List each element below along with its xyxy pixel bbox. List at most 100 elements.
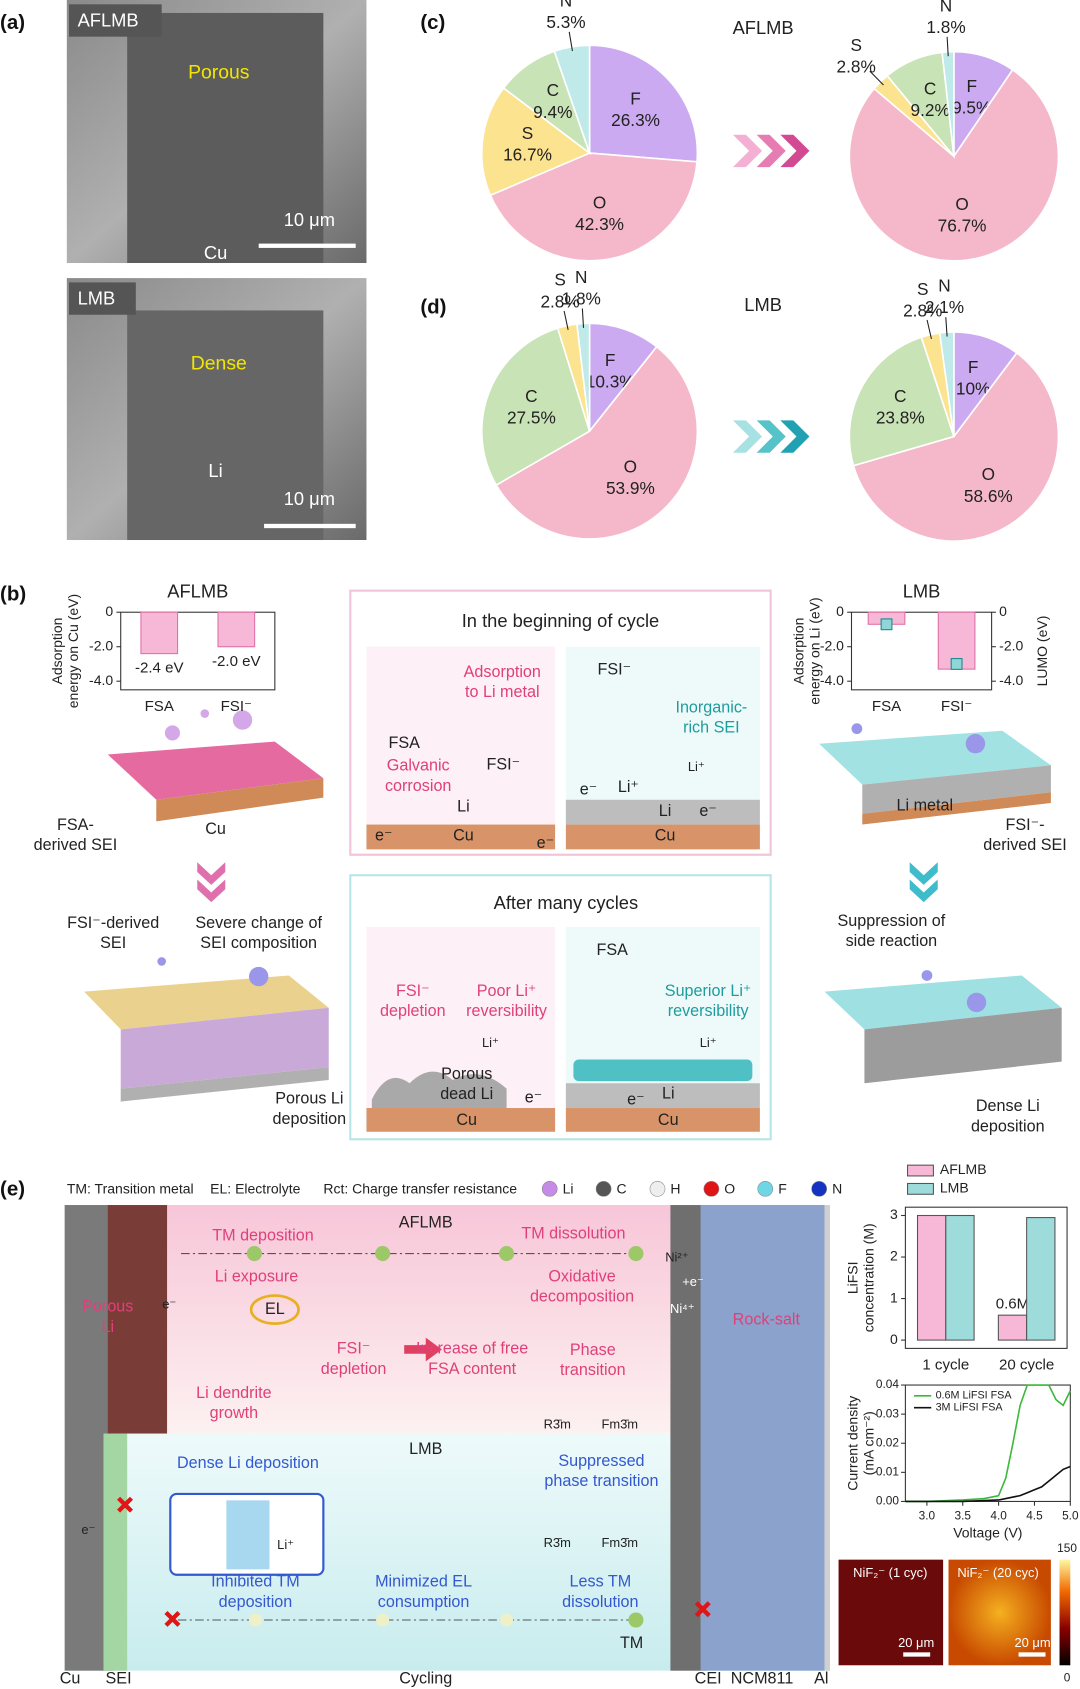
slice-label: 10%	[956, 378, 991, 398]
value-label: 0.6M	[996, 1295, 1030, 1312]
label: Li⁺	[482, 1035, 499, 1050]
label: Dense	[191, 352, 247, 374]
slice-name: O	[624, 456, 637, 476]
label: to Li metal	[465, 683, 540, 701]
legend-swatch	[907, 1164, 934, 1177]
label: Ni⁴⁺	[670, 1301, 695, 1316]
label: LMB	[78, 287, 116, 308]
slice-name: N	[560, 0, 572, 11]
slice-name: C	[924, 78, 936, 98]
plot-frame	[904, 1206, 1068, 1349]
atom-swatch	[649, 1181, 666, 1197]
x-tick-label: 4.5	[1026, 1509, 1043, 1523]
slice-label: 53.9%	[606, 478, 655, 498]
panel-b-illustrations	[84, 589, 1062, 1141]
x-tick-label: FSA	[145, 698, 175, 715]
label: FSI⁻	[337, 1340, 371, 1358]
label: Li⁺	[277, 1537, 294, 1552]
label: Inorganic-	[675, 698, 747, 716]
label: Adsorption	[464, 663, 541, 681]
slice-name: O	[982, 464, 995, 484]
label: Poor Li⁺	[477, 982, 537, 1000]
legend-label: 3M LiFSI FSA	[936, 1402, 1004, 1414]
x-tick-label: FSA	[872, 698, 902, 715]
chart-title: LMB	[903, 581, 941, 602]
leader-line	[869, 70, 884, 86]
label: FSA content	[428, 1360, 517, 1378]
slice-label: 2.8%	[903, 300, 942, 320]
pie-slice	[489, 152, 698, 262]
leader-line	[581, 308, 585, 328]
label: Fm3̄m	[601, 1416, 638, 1431]
y-tick-label: -2.0	[89, 637, 113, 653]
x-tick-label: 4.0	[990, 1509, 1007, 1523]
label: LMB	[744, 294, 782, 315]
axis-label: energy on Li (eV)	[807, 597, 823, 704]
label: e⁻	[580, 780, 598, 798]
x-tick-label: 20 cycle	[999, 1357, 1054, 1374]
slice-label: 76.7%	[938, 216, 987, 236]
label: FSI⁻	[396, 982, 430, 1000]
y2-tick-label: 0	[999, 603, 1007, 619]
slice-label: 16.7%	[503, 145, 552, 165]
axis-label: energy on Cu (eV)	[65, 594, 81, 708]
sem-images	[66, 0, 367, 541]
atom-swatch	[541, 1181, 558, 1197]
pie-slice	[481, 86, 592, 197]
label: Superior Li⁺	[665, 982, 752, 1000]
label: derived SEI	[983, 836, 1067, 854]
label: R3̄m	[544, 1416, 571, 1431]
label: Li	[208, 460, 222, 481]
data-line	[905, 1384, 1072, 1503]
label: deposition	[273, 1110, 347, 1128]
axis-label: Adsorption	[49, 618, 65, 685]
label: Cu	[655, 827, 676, 845]
slice-label: 23.8%	[876, 408, 925, 428]
label: FSA	[388, 734, 420, 752]
label: Porous	[441, 1065, 492, 1083]
slice-label: 1.8%	[926, 17, 965, 37]
y-tick-label: 0.03	[876, 1406, 899, 1420]
label: 10 μm	[284, 488, 335, 509]
plot-frame	[120, 611, 276, 691]
y-tick-label: 0.02	[876, 1435, 899, 1449]
axis-label: Current density	[844, 1396, 860, 1491]
label: Ni²⁺	[665, 1249, 688, 1264]
atom-label: C	[617, 1181, 627, 1197]
axis-label: LUMO (eV)	[1034, 616, 1050, 687]
legend-swatch	[907, 1182, 934, 1195]
atom-label: F	[778, 1181, 787, 1197]
label: e⁻	[81, 1522, 95, 1537]
label: depletion	[380, 1002, 446, 1020]
label: dissolution	[562, 1593, 638, 1611]
label: SEI	[106, 1670, 132, 1688]
label: Dense Li	[976, 1097, 1040, 1115]
slice-label: 27.5%	[507, 408, 556, 428]
data-line	[905, 1465, 1071, 1503]
label: Fm3̄m	[601, 1535, 638, 1550]
y-tick-label: 2	[890, 1248, 898, 1264]
slice-name: F	[605, 350, 616, 370]
x-tick-label: FSI⁻	[221, 698, 252, 715]
label: AFLMB	[78, 9, 139, 30]
label: growth	[210, 1404, 259, 1422]
axis-label: Voltage (V)	[953, 1524, 1022, 1540]
label: e⁻	[162, 1297, 176, 1312]
label: Li exposure	[215, 1268, 299, 1286]
label: SEI	[100, 934, 126, 952]
label: Suppressed	[558, 1452, 644, 1470]
label: deposition	[971, 1117, 1045, 1135]
pie-slice	[481, 327, 591, 487]
slice-label: 2.8%	[837, 57, 876, 77]
label: Increase of free	[416, 1340, 528, 1358]
y-tick-label: 1	[890, 1289, 898, 1305]
label: After many cycles	[494, 892, 639, 913]
slice-name: S	[917, 279, 928, 299]
slice-label: 26.3%	[611, 110, 660, 130]
y-tick-label: 0.04	[876, 1377, 899, 1391]
slice-name: C	[894, 386, 906, 406]
marker	[880, 618, 893, 631]
panel-e-illustrations	[64, 1205, 1071, 1671]
label: Li metal	[897, 797, 954, 815]
